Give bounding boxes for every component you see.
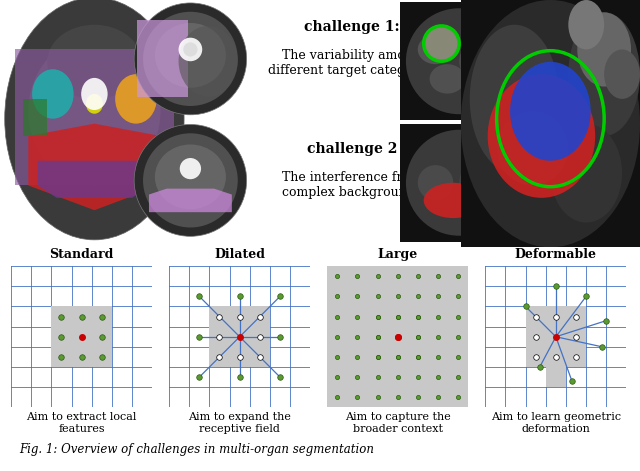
Polygon shape bbox=[149, 188, 232, 212]
Ellipse shape bbox=[577, 12, 631, 87]
Ellipse shape bbox=[406, 130, 513, 236]
Ellipse shape bbox=[510, 62, 591, 161]
Ellipse shape bbox=[488, 74, 595, 198]
Text: Aim to extract local
features: Aim to extract local features bbox=[26, 412, 137, 434]
Ellipse shape bbox=[429, 64, 465, 94]
Ellipse shape bbox=[604, 49, 640, 99]
Text: Aim to expand the
receptive field: Aim to expand the receptive field bbox=[188, 412, 291, 434]
Bar bbox=[209, 307, 270, 367]
Ellipse shape bbox=[115, 74, 157, 123]
Polygon shape bbox=[38, 161, 151, 198]
Ellipse shape bbox=[134, 124, 246, 236]
Ellipse shape bbox=[460, 159, 507, 206]
Polygon shape bbox=[137, 20, 188, 97]
Text: Fig. 1: Overview of challenges in multi-organ segmentation: Fig. 1: Overview of challenges in multi-… bbox=[19, 443, 374, 456]
Ellipse shape bbox=[470, 24, 559, 173]
Ellipse shape bbox=[461, 0, 640, 247]
Text: challenge 2: challenge 2 bbox=[307, 141, 397, 155]
Ellipse shape bbox=[424, 183, 483, 218]
Ellipse shape bbox=[568, 12, 640, 136]
Ellipse shape bbox=[134, 3, 246, 115]
Text: Aim to capture the
broader context: Aim to capture the broader context bbox=[345, 412, 451, 434]
Ellipse shape bbox=[418, 35, 453, 64]
Text: Dilated: Dilated bbox=[214, 248, 265, 261]
Ellipse shape bbox=[47, 25, 141, 99]
Ellipse shape bbox=[424, 26, 460, 61]
Ellipse shape bbox=[155, 23, 226, 88]
Ellipse shape bbox=[568, 0, 604, 49]
Text: Deformable: Deformable bbox=[515, 248, 597, 261]
Text: Aim to learn geometric
deformation: Aim to learn geometric deformation bbox=[491, 412, 621, 434]
Text: The variability among
different target categories: The variability among different target c… bbox=[268, 49, 436, 77]
Bar bbox=[525, 307, 586, 367]
Polygon shape bbox=[28, 123, 161, 210]
Text: challenge 1:: challenge 1: bbox=[304, 20, 400, 34]
Ellipse shape bbox=[179, 26, 238, 97]
Text: Standard: Standard bbox=[49, 248, 114, 261]
Ellipse shape bbox=[143, 133, 238, 227]
Ellipse shape bbox=[143, 12, 238, 106]
Text: Large: Large bbox=[378, 248, 418, 261]
Ellipse shape bbox=[180, 158, 201, 179]
Ellipse shape bbox=[460, 38, 507, 85]
Ellipse shape bbox=[418, 165, 453, 201]
Polygon shape bbox=[15, 49, 173, 186]
Ellipse shape bbox=[497, 111, 568, 186]
Ellipse shape bbox=[406, 8, 513, 114]
Ellipse shape bbox=[81, 78, 108, 110]
Ellipse shape bbox=[155, 145, 226, 209]
Bar bbox=[51, 307, 112, 367]
Ellipse shape bbox=[86, 94, 103, 114]
Bar bbox=[546, 347, 566, 387]
Ellipse shape bbox=[183, 42, 198, 57]
Ellipse shape bbox=[32, 69, 74, 119]
Text: The interference from
complex backgrounds: The interference from complex background… bbox=[282, 171, 422, 199]
Ellipse shape bbox=[550, 123, 622, 223]
Ellipse shape bbox=[179, 38, 202, 61]
Bar bbox=[367, 307, 428, 367]
Polygon shape bbox=[22, 99, 47, 136]
Ellipse shape bbox=[4, 0, 184, 240]
Ellipse shape bbox=[28, 37, 161, 186]
Bar bbox=[51, 307, 72, 367]
